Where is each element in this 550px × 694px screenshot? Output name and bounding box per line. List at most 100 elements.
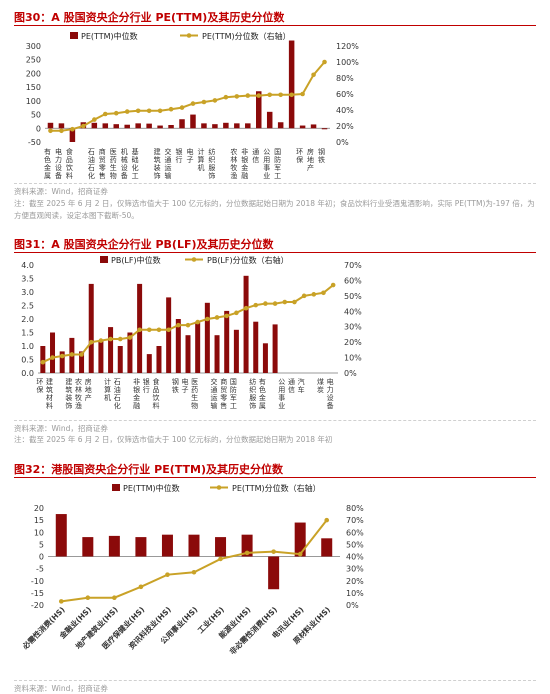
y-tick-label: 0.0 (21, 369, 34, 378)
y2-tick-label: 40% (344, 307, 362, 316)
bar (215, 537, 227, 557)
y2-tick-label: 30% (346, 565, 364, 574)
note-text: 注：截至 2025 年 6 月 2 日，仅筛选市值大于 100 亿元标的，分位数… (14, 435, 333, 444)
line-point (195, 319, 200, 325)
bar (166, 297, 172, 373)
title-rule (14, 252, 536, 253)
line-point (166, 327, 171, 333)
bar (272, 324, 278, 373)
x-tick-label: 有色金属 (43, 147, 51, 180)
note-text: 注：截至 2025 年 6 月 2 日，仅筛选市值大于 100 亿元标的，分位数… (14, 199, 535, 220)
line-point (191, 569, 197, 575)
line-point (256, 93, 262, 98)
title-rule (14, 25, 536, 26)
chart-title: 图32：港股国资央企分行业 PE(TTM)及其历史分位数 (14, 463, 283, 476)
legend-line-marker (216, 485, 222, 490)
line-point (234, 310, 239, 316)
line-point (311, 292, 317, 297)
bar (201, 123, 207, 129)
bar (224, 310, 230, 373)
y-tick-label: 2.0 (21, 315, 34, 324)
y-tick-label: 0 (39, 553, 44, 562)
y-tick-label: -10 (31, 577, 44, 586)
bar (146, 354, 152, 373)
bar (321, 128, 328, 130)
y2-tick-label: 0% (344, 369, 357, 378)
x-tick-label: 钢铁 (171, 377, 179, 394)
y-tick-label: 3.5 (21, 275, 34, 284)
y2-tick-label: 100% (336, 58, 359, 67)
line-point (244, 550, 250, 556)
bar (223, 122, 229, 129)
y-tick-label: -20 (31, 601, 44, 610)
x-tick-label: 计算机 (197, 147, 205, 172)
x-tick-label: 建筑装饰 (65, 377, 73, 410)
source-text: 资料来源：Wind，招商证券 (14, 684, 108, 693)
y2-tick-label: 10% (344, 354, 362, 363)
legend-line-marker (186, 33, 192, 38)
line-point (311, 72, 316, 78)
line-point (176, 322, 181, 328)
y-tick-label: 0 (36, 124, 41, 133)
line-point (300, 91, 305, 97)
x-tick-label: 机械设备 (120, 147, 128, 180)
line-point (88, 339, 94, 345)
y2-tick-label: 10% (346, 589, 364, 598)
line-point (330, 282, 336, 288)
source-text: 资料来源：Wind，招商证券 (14, 424, 108, 433)
line-point (165, 572, 170, 577)
line-point (58, 599, 64, 604)
bar (268, 556, 280, 590)
line-series (50, 61, 326, 132)
chart-30-svg: -50 0 50 100 150 200 250 300 0% 20% 40% 60% 80% 100% 1… (26, 31, 360, 180)
y-tick-label: 200 (26, 69, 41, 78)
legend-bar-label: PB(LF)中位数 (111, 255, 161, 265)
line-point (69, 352, 75, 357)
x-tick-label: 交通运输 (164, 147, 172, 180)
bar (91, 122, 98, 129)
bar (241, 534, 253, 557)
bar (188, 534, 200, 557)
line-point (234, 94, 240, 99)
bar (234, 123, 240, 129)
line-point (59, 128, 64, 134)
x-tick-label: 银行 (142, 377, 150, 394)
legend-line-label: PB(LF)分位数（右轴） (207, 255, 289, 265)
y-tick-label: 100 (26, 97, 41, 106)
line-point (301, 293, 307, 299)
line-point (156, 327, 162, 333)
y-tick-label: 0.5 (21, 356, 34, 365)
line-point (113, 110, 119, 116)
bar (185, 335, 191, 373)
x-tick-label: 电力设备 (326, 377, 334, 410)
bar (179, 119, 185, 129)
legend-line-marker (191, 257, 197, 262)
bar (117, 346, 123, 373)
x-tick-label: 石油石化 (87, 148, 95, 180)
y2-tick-label: 40% (346, 553, 364, 562)
line-point (190, 101, 196, 106)
y2-tick-label: 50% (346, 540, 364, 549)
line-point (205, 316, 210, 322)
bar (108, 535, 120, 557)
bar (50, 332, 56, 373)
y-tick-label: 4.0 (21, 261, 34, 270)
bar (294, 522, 306, 557)
line-point (146, 108, 152, 114)
line-point (289, 92, 294, 98)
x-tick-label: 计算机 (104, 377, 112, 402)
y2-tick-label: 0% (336, 138, 349, 147)
bar (321, 538, 333, 557)
x-tick-label: 环保 (296, 148, 304, 164)
x-tick-label: 公用事业 (278, 378, 286, 409)
x-tick-label: 基础化工 (131, 147, 139, 179)
x-tick-label: 建筑装饰 (153, 147, 161, 180)
y-tick-label: -5 (36, 565, 44, 574)
x-tick-label: 汽车 (297, 377, 305, 394)
legend-bar-label: PE(TTM)中位数 (123, 483, 180, 493)
bar (135, 537, 147, 557)
bar (212, 124, 218, 129)
bar (310, 124, 317, 129)
y-tick-label: -15 (31, 589, 44, 598)
bar (245, 123, 251, 129)
